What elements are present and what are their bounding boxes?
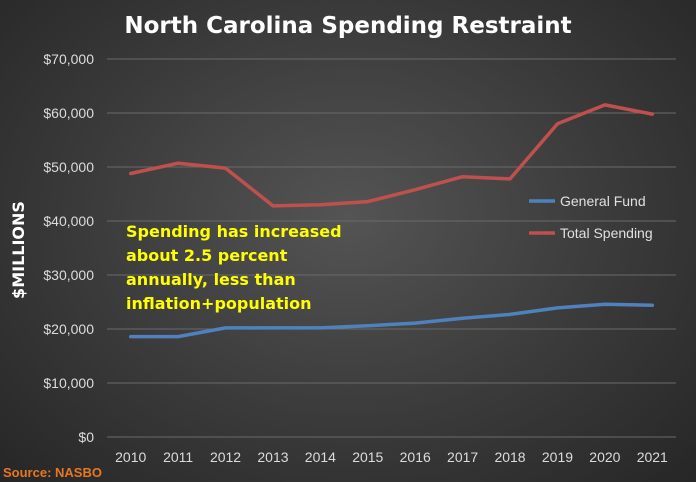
y-tick-label: $60,000 bbox=[43, 105, 94, 121]
x-axis-ticks: 2010 2011 2012 2013 2014 2015 2016 2017 2018 2019… bbox=[115, 449, 668, 465]
annotation-line: annually, less than bbox=[126, 270, 296, 289]
legend: General Fund Total Spending bbox=[529, 193, 653, 241]
y-tick-label: $30,000 bbox=[43, 267, 94, 283]
annotation-text: Spending has increased about 2.5 percent a… bbox=[126, 222, 342, 313]
source-note: Source: NASBO bbox=[3, 465, 102, 480]
series-lines bbox=[128, 103, 655, 339]
x-tick-label: 2014 bbox=[305, 449, 336, 465]
legend-label: General Fund bbox=[560, 193, 646, 209]
y-axis-label: $MILLIONS bbox=[9, 201, 28, 299]
x-tick-label: 2021 bbox=[637, 449, 668, 465]
legend-label: Total Spending bbox=[560, 225, 653, 241]
annotation-line: Spending has increased bbox=[126, 222, 342, 241]
y-tick-label: $50,000 bbox=[43, 159, 94, 175]
chart-title: North Carolina Spending Restraint bbox=[124, 13, 571, 39]
y-tick-label: $10,000 bbox=[43, 375, 94, 391]
x-tick-label: 2019 bbox=[542, 449, 573, 465]
x-tick-label: 2010 bbox=[115, 449, 146, 465]
annotation-line: about 2.5 percent bbox=[126, 246, 288, 265]
y-axis-ticks: $0 $10,000 $20,000 $30,000 $40,000 $50,000 $60… bbox=[43, 51, 94, 445]
y-tick-label: $20,000 bbox=[43, 321, 94, 337]
x-tick-label: 2020 bbox=[589, 449, 620, 465]
x-tick-label: 2011 bbox=[163, 449, 193, 465]
x-tick-label: 2016 bbox=[400, 449, 431, 465]
x-tick-label: 2017 bbox=[447, 449, 478, 465]
x-tick-label: 2015 bbox=[352, 449, 383, 465]
series-line-total-spending bbox=[128, 103, 655, 208]
x-tick-label: 2012 bbox=[210, 449, 241, 465]
x-tick-label: 2013 bbox=[257, 449, 288, 465]
x-tick-label: 2018 bbox=[494, 449, 525, 465]
y-tick-label: $40,000 bbox=[43, 213, 94, 229]
y-tick-label: $70,000 bbox=[43, 51, 94, 67]
series-line-general-fund bbox=[128, 302, 655, 339]
y-tick-label: $0 bbox=[78, 429, 94, 445]
annotation-line: inflation+population bbox=[126, 294, 312, 313]
